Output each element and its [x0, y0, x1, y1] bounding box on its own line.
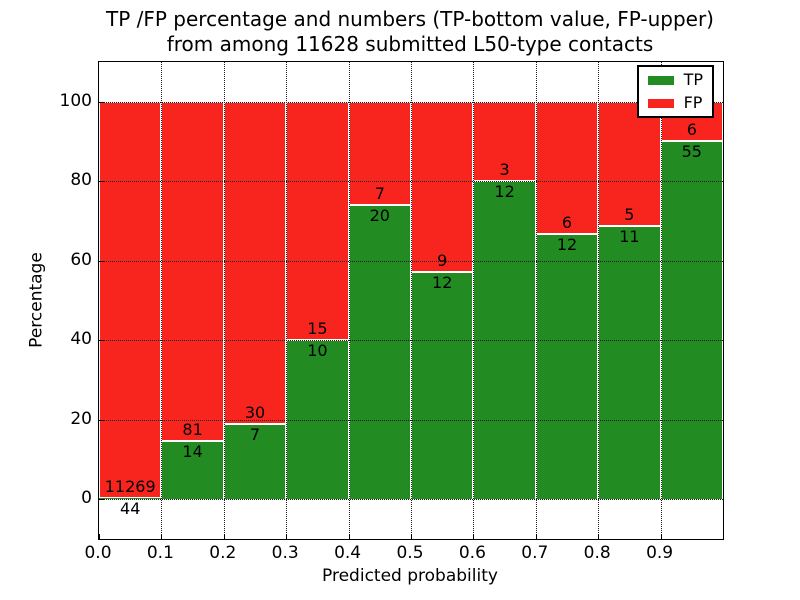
x-tick-mark: [99, 534, 100, 539]
y-tick-mark: [99, 181, 104, 183]
bar-segment-tp: [348, 204, 411, 500]
y-tick-label: 80: [70, 170, 92, 191]
bar-segment-tp: [598, 225, 661, 500]
tp-count-label: 10: [307, 341, 328, 361]
fp-legend-swatch: [647, 98, 674, 108]
y-tick-mark: [99, 101, 104, 103]
x-tick-label: 0.4: [334, 543, 362, 563]
tp-count-label: 7: [249, 425, 261, 445]
bar-segment-fp: [473, 101, 536, 182]
chart-title: TP /FP percentage and numbers (TP-bottom…: [98, 7, 722, 57]
legend-item: FP: [647, 93, 703, 112]
tp-count-label: 44: [120, 498, 141, 518]
bar-segment-tp: [535, 234, 599, 500]
tp-count-label: 14: [182, 441, 203, 461]
x-tick-mark: [223, 534, 225, 539]
tp-count-label: 12: [432, 273, 453, 293]
bar-segment-tp: [223, 424, 287, 500]
y-tick-mark: [99, 419, 104, 421]
legend-item: TP: [647, 70, 703, 89]
fp-count-label: 6: [686, 119, 697, 139]
y-tick-label: 60: [70, 249, 92, 270]
tp-count-label: 20: [369, 205, 390, 225]
bar-segment-tp: [473, 181, 536, 500]
y-tick-mark: [99, 260, 104, 262]
x-tick-mark: [660, 534, 662, 539]
fp-count-label: 5: [624, 204, 635, 224]
bar-segment-fp: [161, 101, 224, 441]
x-tick-mark: [598, 534, 600, 539]
fp-count-label: 11269: [104, 476, 156, 496]
fp-count-label: 30: [244, 403, 266, 423]
gridline-horizontal: [99, 499, 723, 501]
legend: TP FP: [636, 65, 714, 118]
legend-label: FP: [683, 93, 703, 112]
legend-label: TP: [683, 70, 703, 89]
bar-segment-fp: [411, 101, 474, 273]
x-tick-label: 0.3: [271, 543, 299, 563]
fp-count-label: 6: [561, 213, 573, 233]
fp-count-label: 7: [374, 183, 385, 203]
fp-count-label: 15: [307, 319, 328, 339]
x-tick-label: 0.7: [521, 543, 549, 563]
chart-title-line2: from among 11628 submitted L50-type cont…: [166, 32, 654, 56]
x-axis-label: Predicted probability: [322, 566, 498, 586]
x-tick-label: 0.1: [146, 543, 174, 563]
y-tick-mark: [99, 499, 104, 501]
bar-segment-tp: [286, 340, 349, 500]
bar-segment-fp: [223, 101, 287, 425]
y-tick-label: 100: [59, 90, 92, 111]
tp-count-label: 55: [681, 141, 702, 161]
y-tick-label: 40: [70, 329, 92, 350]
y-tick-label: 20: [70, 408, 92, 429]
x-tick-label: 0.6: [458, 543, 486, 563]
y-axis-label: Percentage: [26, 252, 47, 348]
x-tick-label: 0.9: [646, 543, 674, 563]
plot-area: TP FP 11269 44 81 14 30 7 15 10 7 20 9 12 3 12 6 12 5 11 6 5…: [98, 61, 724, 540]
tp-count-label: 12: [494, 182, 515, 202]
x-tick-mark: [348, 534, 350, 539]
bar-segment-tp: [99, 497, 162, 500]
bar-segment-fp: [99, 101, 162, 498]
tp-count-label: 11: [619, 226, 640, 246]
x-tick-mark: [286, 534, 288, 539]
fp-count-label: 9: [437, 251, 448, 271]
bar-segment-tp: [660, 140, 723, 500]
x-tick-mark: [535, 534, 537, 539]
fp-count-label: 81: [182, 419, 203, 439]
x-tick-label: 0.0: [84, 543, 112, 563]
x-tick-label: 0.8: [583, 543, 611, 563]
bar-segment-tp: [411, 272, 474, 500]
y-tick-mark: [99, 340, 104, 342]
chart-title-line1: TP /FP percentage and numbers (TP-bottom…: [106, 7, 714, 31]
x-tick-mark: [411, 534, 412, 539]
tp-count-label: 12: [556, 235, 578, 255]
x-tick-label: 0.2: [209, 543, 237, 563]
y-tick-label: 0: [81, 488, 92, 509]
bar-segment-fp: [286, 101, 349, 341]
fp-count-label: 3: [499, 160, 510, 180]
x-tick-label: 0.5: [396, 543, 424, 563]
x-tick-mark: [161, 534, 163, 539]
x-tick-mark: [473, 534, 475, 539]
tp-legend-swatch: [647, 75, 674, 85]
